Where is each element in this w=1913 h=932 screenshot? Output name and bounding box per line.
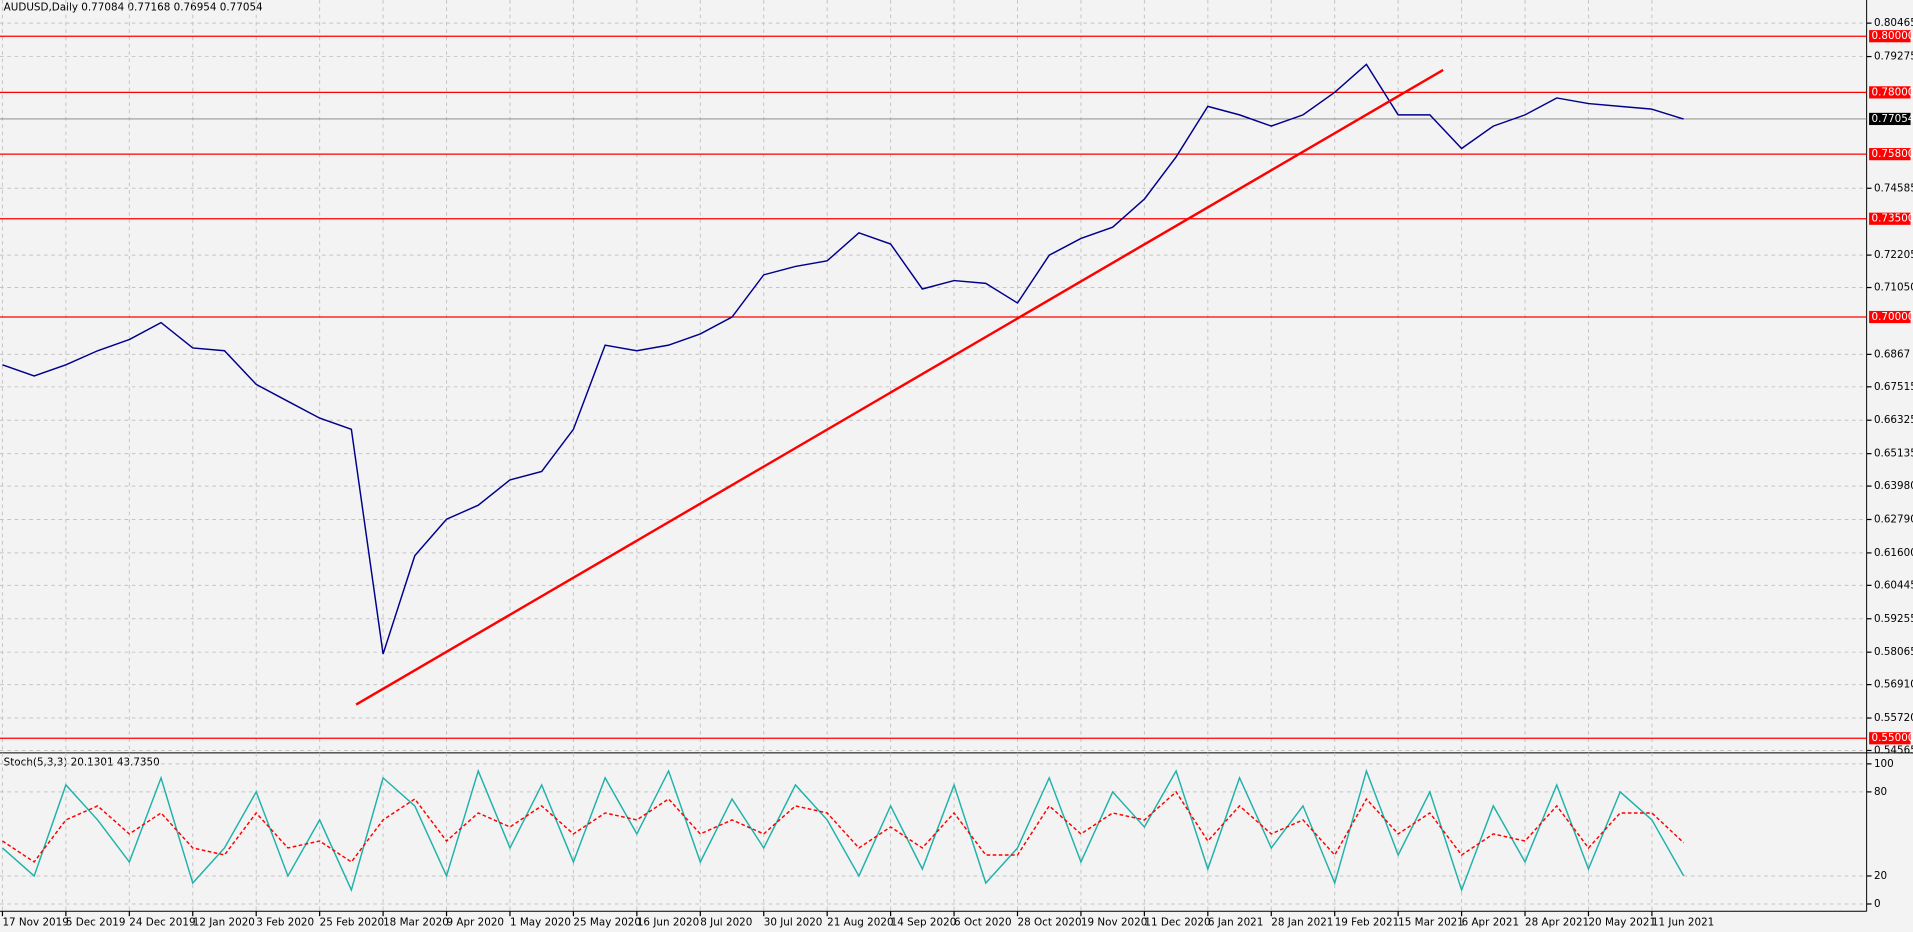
chart-title: AUDUSD,Daily 0.77084 0.77168 0.76954 0.7… [4,1,263,13]
x-tick-label: 28 Oct 2020 [1018,916,1082,928]
series-line [2,790,1685,863]
y-tick-label: 0.79275 [1874,51,1913,63]
level-label-box [1869,30,1911,43]
y-tick-label: 0.58065 [1874,646,1913,658]
level-label-box [1869,212,1911,225]
x-tick-label: 11 Jun 2021 [1652,916,1714,928]
level-label: 0.78000 [1872,86,1913,98]
x-tick-label: 5 Dec 2019 [66,916,126,928]
x-tick-label: 6 Jan 2021 [1208,916,1264,928]
x-tick-label: 14 Sep 2020 [891,916,957,928]
y-tick-label: 100 [1874,758,1894,770]
current-price-label: 0.77054 [1872,113,1913,125]
x-tick-label: 28 Apr 2021 [1525,916,1589,928]
x-tick-label: 30 Jul 2020 [764,916,823,928]
y-tick-label: 20 [1874,870,1887,882]
x-tick-label: 16 Jun 2020 [637,916,699,928]
level-label: 0.70000 [1872,311,1913,323]
x-tick-label: 21 Aug 2020 [827,916,893,928]
y-tick-label: 0.80465 [1874,17,1913,29]
y-tick-label: 0.61600 [1874,547,1913,559]
level-label-box [1869,148,1911,161]
y-tick-label: 0.59255 [1874,613,1913,625]
x-tick-label: 3 Feb 2020 [256,916,314,928]
y-tick-label: 0.55720 [1874,712,1913,724]
level-label-box [1869,310,1911,324]
series-line [2,63,1684,655]
x-tick-label: 12 Jan 2020 [193,916,255,928]
x-tick-label: 17 Nov 2019 [2,916,68,928]
indicator-title: Stoch(5,3,3) 20.1301 43.7350 [4,757,160,769]
y-tick-label: 0.72205 [1874,249,1913,261]
x-tick-label: 15 Mar 2021 [1398,916,1464,928]
y-tick-label: 80 [1874,786,1887,798]
x-tick-label: 25 May 2020 [573,916,641,928]
y-tick-label: 0.63980 [1874,480,1913,492]
y-tick-label: 0.65135 [1874,448,1913,460]
level-label: 0.75800 [1872,148,1913,160]
x-tick-label: 24 Dec 2019 [129,916,195,928]
level-label: 0.55000 [1872,732,1913,744]
level-label: 0.80000 [1872,30,1913,42]
x-tick-label: 1 May 2020 [510,916,571,928]
x-tick-label: 9 Apr 2020 [447,916,505,928]
y-tick-label: 0.62790 [1874,514,1913,526]
x-tick-label: 18 Mar 2020 [383,916,449,928]
x-tick-label: 25 Feb 2020 [320,916,385,928]
y-tick-label: 0.6867 [1874,348,1910,360]
y-tick-label: 0.56910 [1874,679,1913,691]
y-tick-label: 0.74585 [1874,182,1913,194]
y-tick-label: 0.67515 [1874,381,1913,393]
y-tick-label: 0.54565 [1874,744,1913,756]
x-tick-label: 6 Oct 2020 [954,916,1011,928]
trend-line [355,68,1444,706]
x-tick-label: 11 Dec 2020 [1144,916,1210,928]
y-tick-label: 0 [1874,898,1881,910]
x-tick-label: 19 Feb 2021 [1335,916,1400,928]
y-tick-label: 0.60445 [1874,579,1913,591]
series-line [1,768,1685,893]
level-label: 0.73500 [1872,213,1913,225]
y-tick-label: 0.71050 [1874,282,1913,294]
level-label-box [1869,732,1911,745]
current-price-box [1869,112,1911,126]
level-label-box [1869,86,1911,99]
y-tick-label: 0.66325 [1874,414,1913,426]
x-tick-label: 20 May 2021 [1588,916,1656,928]
x-tick-label: 8 Jul 2020 [700,916,752,928]
x-tick-label: 6 Apr 2021 [1462,916,1520,928]
x-tick-label: 28 Jan 2021 [1271,916,1333,928]
x-tick-label: 19 Nov 2020 [1081,916,1147,928]
